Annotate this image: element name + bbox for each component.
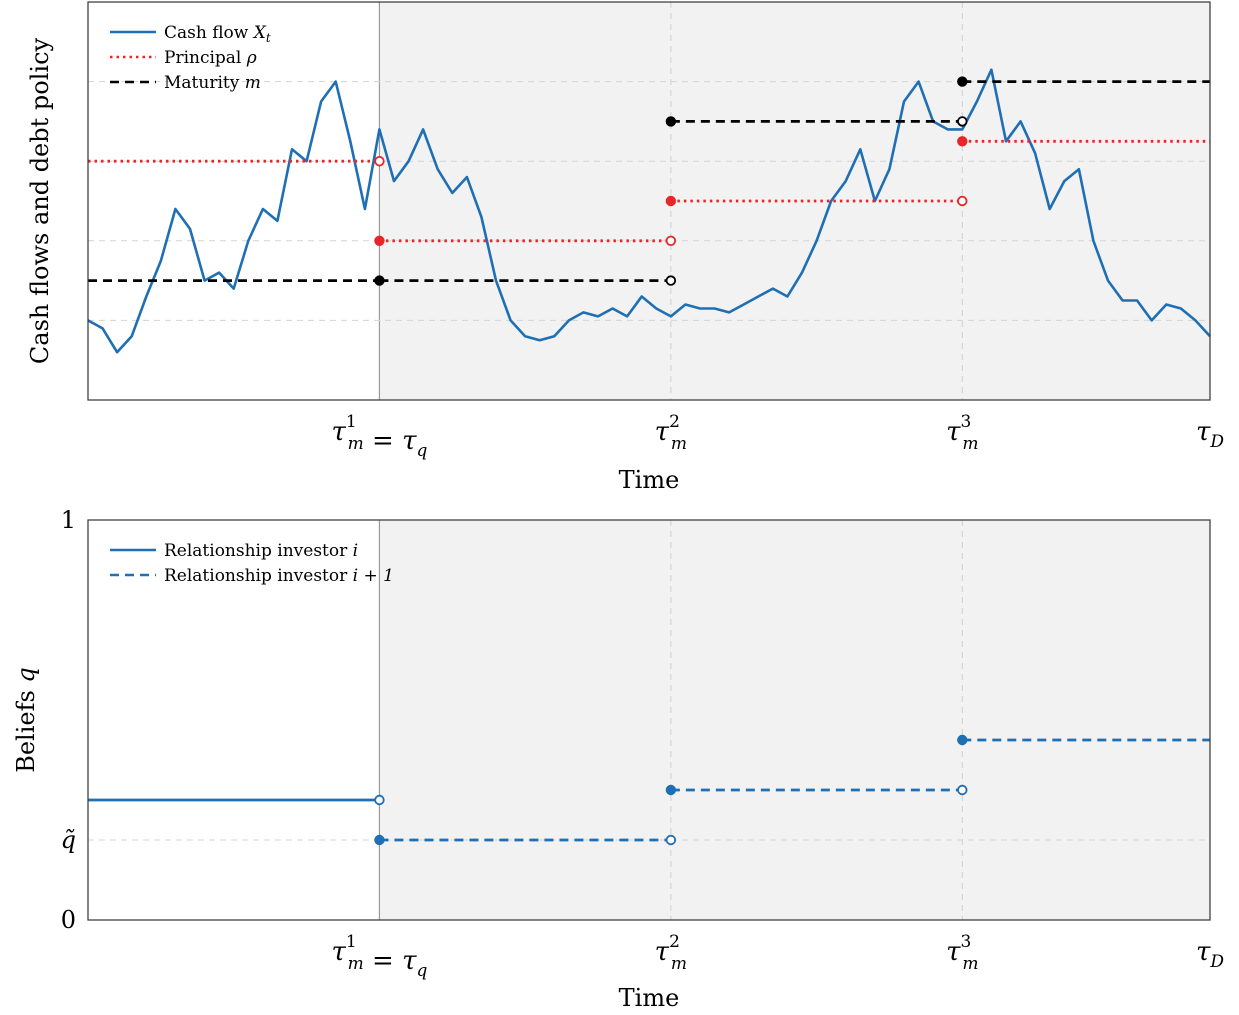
filled-marker [665, 784, 677, 796]
open-marker [957, 116, 968, 127]
open-marker [374, 155, 385, 167]
bottom-panel-beliefs: τ1 m = τq τ2 m τ3 m τD 0 q̃ 1 Time Beliefs q Relatio… [12, 506, 1224, 1012]
filled-marker [374, 275, 385, 286]
y-axis-label: Beliefs q [12, 667, 40, 773]
filled-marker [374, 834, 385, 846]
legend-label: Relationship investor i [164, 541, 358, 561]
open-marker [665, 834, 677, 846]
x-axis-label: Time [619, 466, 680, 494]
x-tick-label: τ1 m = τq [331, 412, 427, 461]
legend-label: Cash flow Xt [164, 23, 271, 45]
filled-marker [957, 136, 968, 147]
x-axis-label: Time [619, 984, 680, 1012]
open-marker [957, 195, 968, 207]
y-axis-label: Cash flows and debt policy [26, 37, 54, 364]
filled-marker [665, 116, 677, 127]
axes-frame [87, 519, 1211, 921]
legend-label: Principal ρ [164, 48, 257, 68]
legend-label: Relationship investor i + 1 [164, 566, 394, 586]
y-tick-label: q̃ [61, 826, 76, 854]
x-tick-label: τ3 m [946, 412, 978, 454]
top-panel-cash-flows: τ1 m = τq τ2 m τ3 m τD Time Cash flows and debt … [26, 1, 1224, 494]
open-marker [957, 784, 968, 796]
filled-marker [957, 734, 968, 746]
x-tick-label: τD [1196, 417, 1224, 452]
legend-label: Maturity m [164, 73, 261, 93]
y-tick-label: 1 [61, 506, 76, 534]
axes-frame [87, 1, 1211, 401]
series-line-cash-flow [87, 68, 1211, 354]
filled-marker [665, 195, 677, 207]
x-tick-label: τ2 m [655, 932, 687, 974]
x-tick-label: τ2 m [655, 412, 687, 454]
open-marker [665, 275, 677, 286]
x-tick-label: τD [1196, 937, 1224, 972]
filled-marker [957, 76, 968, 87]
y-tick-label: 0 [61, 906, 76, 934]
legend: Relationship investor i Relationship inve… [110, 541, 394, 586]
x-tick-label: τ3 m [946, 932, 978, 974]
shaded-region [379, 520, 1210, 920]
legend: Cash flow Xt Principal ρ Maturity m [110, 23, 271, 93]
open-marker [665, 235, 677, 247]
open-marker [374, 794, 385, 806]
x-tick-label: τ1 m = τq [331, 932, 427, 981]
filled-marker [374, 235, 385, 247]
